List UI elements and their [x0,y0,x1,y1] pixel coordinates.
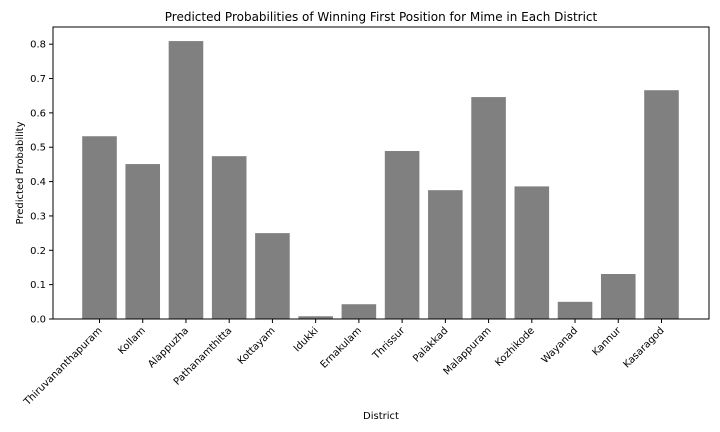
y-tick-label: 0.6 [30,108,46,119]
bar-ernakulam [341,304,377,319]
bar-thiruvananthapuram [82,136,117,319]
x-tick-label: Alappuzha [146,325,191,370]
x-axis-label: District [363,411,399,422]
x-tick-label: Kottayam [236,325,278,367]
x-tick-label: Kozhikode [493,325,537,369]
bar-kottayam [255,233,290,319]
x-tick-label: Kollam [116,325,148,357]
y-tick-label: 0.1 [30,280,46,291]
y-axis-label: Predicted Probability [15,121,26,224]
bar-alappuzha [168,41,204,319]
bar-wayanad [557,301,593,319]
y-tick-label: 0.0 [30,315,46,326]
y-tick-label: 0.5 [30,143,46,154]
bar-kannur [600,274,636,319]
y-axis: 0.0 0.1 0.2 0.3 0.4 0.5 0.6 0.7 0.8 [30,40,53,326]
y-tick-label: 0.4 [30,177,46,188]
x-tick-label: Ernakulam [319,325,364,370]
bar-pathanamthitta [211,156,247,319]
bar-palakkad [428,190,463,319]
chart-title: Predicted Probabilities of Winning First… [165,10,598,24]
x-tick-label: Kasaragod [621,325,666,370]
x-tick-label: Wayanad [540,325,580,365]
bar-thrissur [384,151,420,319]
bar-idukki [298,316,333,319]
x-tick-label: Thiruvananthapuram [21,325,104,408]
bar-kozhikode [514,186,550,319]
y-tick-label: 0.8 [30,40,46,51]
x-tick-label: Idukki [292,325,321,354]
x-tick-label: Palakkad [411,325,450,364]
bars-group [82,41,679,320]
bar-malappuram [471,97,506,319]
bar-kollam [125,164,161,319]
x-tick-label: Kannur [590,325,624,359]
y-tick-label: 0.7 [30,74,46,85]
bar-kasaragod [644,90,679,320]
y-tick-label: 0.2 [30,246,46,257]
x-tick-label: Thrissur [370,325,408,363]
plot-frame [52,26,710,320]
y-tick-label: 0.3 [30,211,46,222]
x-axis: Thiruvananthapuram KollamAlappuzhaPathana… [21,319,667,408]
